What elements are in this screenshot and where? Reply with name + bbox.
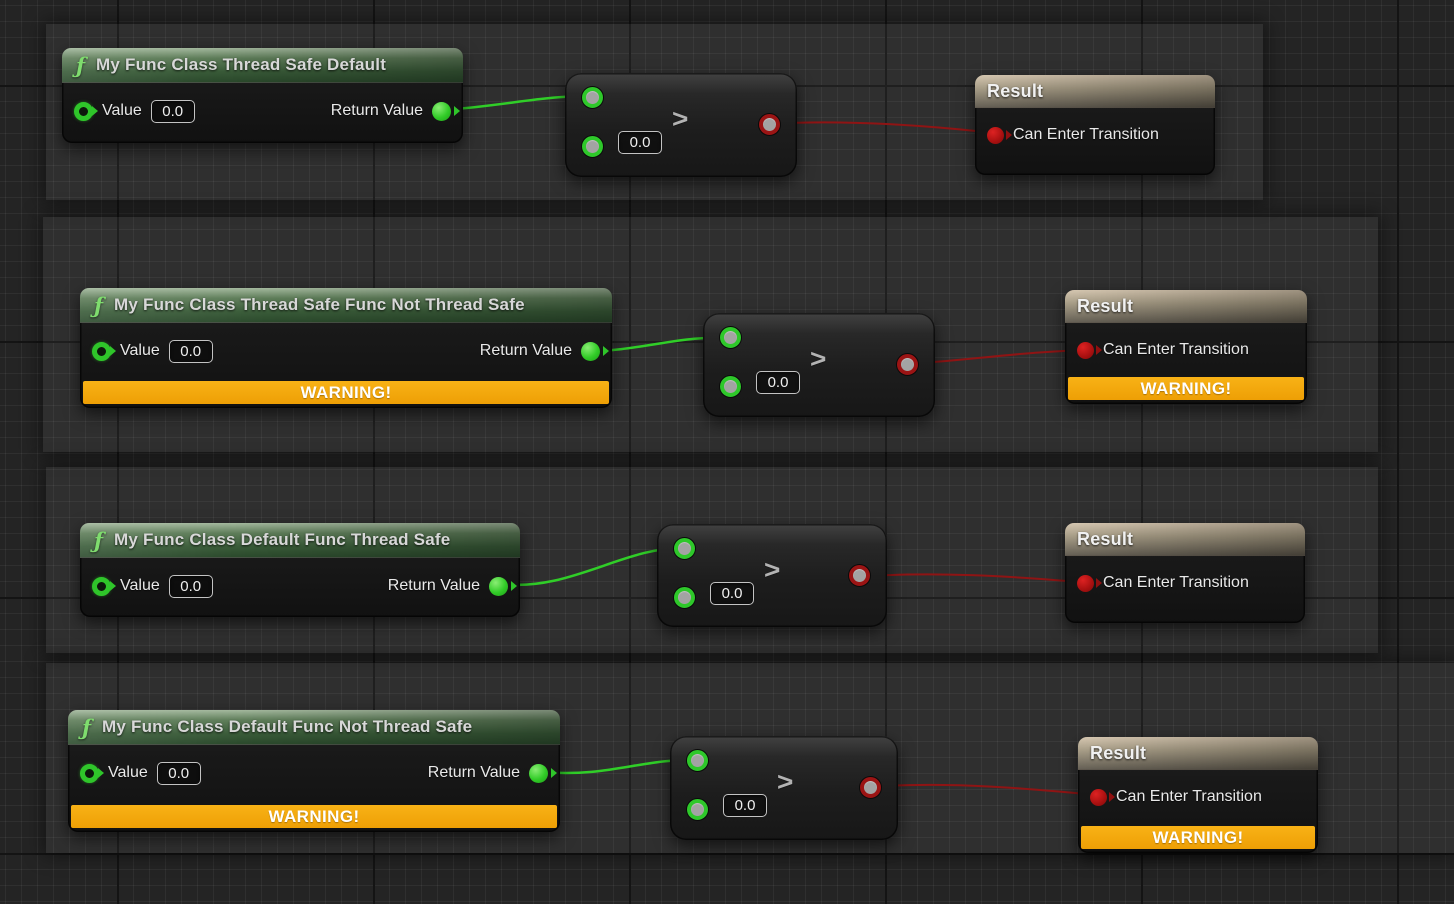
comparison-value-field[interactable]: 0.0 bbox=[710, 582, 754, 605]
can-enter-transition-label: Can Enter Transition bbox=[1116, 788, 1262, 805]
value-input-label: Value bbox=[120, 342, 160, 359]
can-enter-transition-pin[interactable] bbox=[987, 126, 1004, 144]
input-pin-b[interactable] bbox=[720, 376, 741, 397]
input-pin-a[interactable] bbox=[674, 538, 695, 559]
warning-banner: WARNING! bbox=[1081, 826, 1315, 849]
function-icon: ƒ bbox=[76, 52, 86, 78]
input-pin-a[interactable] bbox=[582, 87, 603, 108]
value-input-field[interactable]: 0.0 bbox=[150, 99, 195, 123]
greater-than-node[interactable]: 0.0 > bbox=[703, 313, 935, 417]
return-value-label: Return Value bbox=[427, 764, 520, 781]
greater-than-operator: > bbox=[810, 344, 827, 373]
value-input-label: Value bbox=[120, 577, 160, 594]
value-input-label: Value bbox=[108, 764, 148, 781]
result-node-header: Result bbox=[1078, 737, 1318, 770]
return-value-pin[interactable] bbox=[581, 341, 600, 361]
result-node-title: Result bbox=[987, 80, 1044, 101]
function-node[interactable]: ƒ My Func Class Default Func Not Thread … bbox=[68, 710, 560, 832]
result-node-header: Result bbox=[975, 75, 1215, 108]
function-node-header: ƒ My Func Class Default Func Thread Safe bbox=[80, 523, 520, 558]
can-enter-transition-label: Can Enter Transition bbox=[1103, 341, 1249, 358]
input-pin-b[interactable] bbox=[582, 136, 603, 157]
result-output-pin[interactable] bbox=[897, 354, 918, 375]
value-input-field[interactable]: 0.0 bbox=[168, 574, 213, 598]
function-node-title: My Func Class Thread Safe Default bbox=[96, 55, 387, 74]
return-value-pin[interactable] bbox=[529, 763, 548, 783]
greater-than-node[interactable]: 0.0 > bbox=[565, 73, 797, 177]
result-output-pin[interactable] bbox=[759, 114, 780, 135]
function-node-header: ƒ My Func Class Thread Safe Default bbox=[62, 48, 463, 83]
result-output-pin[interactable] bbox=[849, 565, 870, 586]
function-icon: ƒ bbox=[94, 527, 104, 553]
result-node[interactable]: Result Can Enter Transition bbox=[975, 75, 1215, 175]
comparison-value-field[interactable]: 0.0 bbox=[618, 131, 662, 154]
greater-than-node[interactable]: 0.0 > bbox=[670, 736, 898, 840]
function-node[interactable]: ƒ My Func Class Default Func Thread Safe… bbox=[80, 523, 520, 617]
function-icon: ƒ bbox=[82, 714, 92, 740]
result-node-title: Result bbox=[1077, 295, 1134, 316]
return-value-pin[interactable] bbox=[432, 101, 451, 121]
result-node-title: Result bbox=[1090, 742, 1147, 763]
function-node[interactable]: ƒ My Func Class Thread Safe Default Valu… bbox=[62, 48, 463, 143]
can-enter-transition-pin[interactable] bbox=[1077, 341, 1094, 359]
function-node-title: My Func Class Default Func Thread Safe bbox=[114, 530, 451, 549]
value-input-label: Value bbox=[102, 102, 142, 119]
input-pin-b[interactable] bbox=[687, 799, 708, 820]
input-pin-a[interactable] bbox=[720, 327, 741, 348]
return-value-pin[interactable] bbox=[489, 576, 508, 596]
value-input-pin[interactable] bbox=[92, 576, 111, 596]
value-input-pin[interactable] bbox=[92, 341, 111, 361]
function-node-header: ƒ My Func Class Thread Safe Func Not Thr… bbox=[80, 288, 612, 323]
result-node-header: Result bbox=[1065, 523, 1305, 556]
function-node-title: My Func Class Default Func Not Thread Sa… bbox=[102, 717, 473, 736]
greater-than-operator: > bbox=[764, 555, 781, 584]
input-pin-a[interactable] bbox=[687, 750, 708, 771]
result-node-header: Result bbox=[1065, 290, 1307, 323]
greater-than-operator: > bbox=[777, 767, 794, 796]
greater-than-operator: > bbox=[672, 104, 689, 133]
return-value-label: Return Value bbox=[330, 102, 423, 119]
can-enter-transition-pin[interactable] bbox=[1090, 788, 1107, 806]
value-input-pin[interactable] bbox=[74, 101, 93, 121]
comparison-value-field[interactable]: 0.0 bbox=[756, 371, 800, 394]
can-enter-transition-label: Can Enter Transition bbox=[1013, 126, 1159, 143]
function-node-header: ƒ My Func Class Default Func Not Thread … bbox=[68, 710, 560, 745]
function-node[interactable]: ƒ My Func Class Thread Safe Func Not Thr… bbox=[80, 288, 612, 408]
return-value-label: Return Value bbox=[479, 342, 572, 359]
result-node[interactable]: Result Can Enter Transition WARNING! bbox=[1065, 290, 1307, 404]
comparison-value-field[interactable]: 0.0 bbox=[723, 794, 767, 817]
warning-banner: WARNING! bbox=[83, 381, 609, 404]
return-value-label: Return Value bbox=[387, 577, 480, 594]
value-input-field[interactable]: 0.0 bbox=[156, 761, 201, 785]
value-input-field[interactable]: 0.0 bbox=[168, 339, 213, 363]
result-output-pin[interactable] bbox=[860, 777, 881, 798]
result-node[interactable]: Result Can Enter Transition WARNING! bbox=[1078, 737, 1318, 853]
can-enter-transition-label: Can Enter Transition bbox=[1103, 574, 1249, 591]
greater-than-node[interactable]: 0.0 > bbox=[657, 524, 887, 627]
result-node-title: Result bbox=[1077, 528, 1134, 549]
value-input-pin[interactable] bbox=[80, 763, 99, 783]
warning-banner: WARNING! bbox=[1068, 377, 1304, 400]
warning-banner: WARNING! bbox=[71, 805, 557, 828]
input-pin-b[interactable] bbox=[674, 587, 695, 608]
can-enter-transition-pin[interactable] bbox=[1077, 574, 1094, 592]
function-node-title: My Func Class Thread Safe Func Not Threa… bbox=[114, 295, 525, 314]
result-node[interactable]: Result Can Enter Transition bbox=[1065, 523, 1305, 623]
function-icon: ƒ bbox=[94, 292, 104, 318]
